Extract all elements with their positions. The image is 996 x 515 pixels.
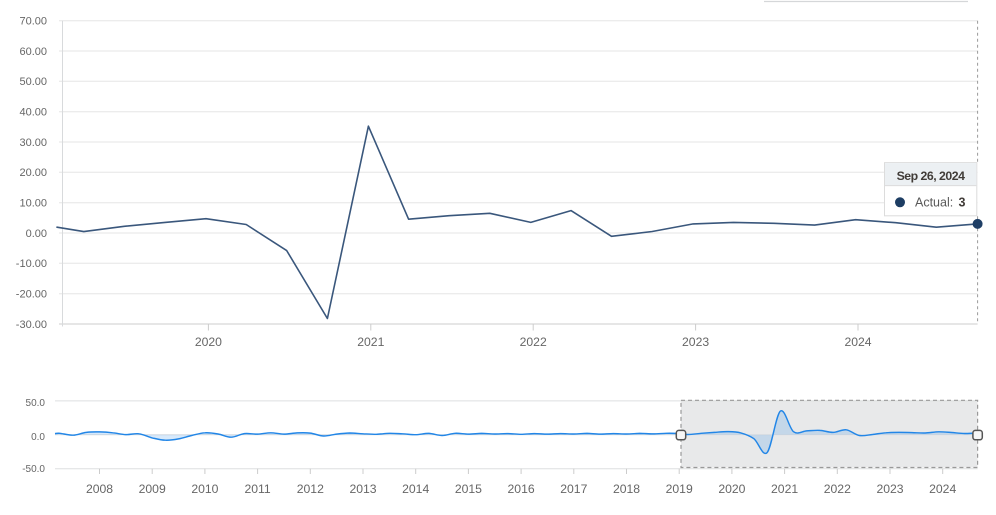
svg-text:70.00: 70.00 <box>19 16 47 28</box>
svg-text:2022: 2022 <box>520 335 547 349</box>
svg-text:2024: 2024 <box>929 482 956 496</box>
svg-text:50.00: 50.00 <box>19 76 47 88</box>
svg-text:Actual:: Actual: <box>915 196 953 210</box>
svg-text:2008: 2008 <box>86 482 113 496</box>
svg-text:3: 3 <box>959 196 966 210</box>
svg-text:2013: 2013 <box>349 482 376 496</box>
svg-text:2016: 2016 <box>508 482 535 496</box>
svg-text:2017: 2017 <box>560 482 587 496</box>
svg-text:50.0: 50.0 <box>26 398 46 409</box>
svg-text:2020: 2020 <box>195 335 222 349</box>
svg-text:2011: 2011 <box>244 482 270 496</box>
svg-text:-50.0: -50.0 <box>22 464 45 475</box>
svg-text:2009: 2009 <box>139 482 166 496</box>
svg-text:2015: 2015 <box>455 482 482 496</box>
svg-text:-30.00: -30.00 <box>16 319 47 331</box>
svg-text:2010: 2010 <box>191 482 218 496</box>
svg-text:0.0: 0.0 <box>31 432 45 443</box>
svg-text:40.00: 40.00 <box>19 107 47 119</box>
svg-text:2023: 2023 <box>876 482 903 496</box>
svg-text:2014: 2014 <box>402 482 429 496</box>
svg-text:30.00: 30.00 <box>19 137 47 149</box>
svg-text:60.00: 60.00 <box>19 46 47 58</box>
svg-text:20.00: 20.00 <box>19 167 47 179</box>
svg-text:0.00: 0.00 <box>26 228 47 240</box>
svg-text:2018: 2018 <box>613 482 640 496</box>
svg-text:-20.00: -20.00 <box>16 289 47 301</box>
svg-text:2019: 2019 <box>666 482 693 496</box>
svg-text:2024: 2024 <box>844 335 871 349</box>
svg-text:2012: 2012 <box>297 482 324 496</box>
svg-text:2021: 2021 <box>357 335 384 349</box>
svg-text:10.00: 10.00 <box>19 198 47 210</box>
svg-text:2022: 2022 <box>824 482 851 496</box>
svg-text:Sep 26, 2024: Sep 26, 2024 <box>897 169 965 183</box>
svg-text:2021: 2021 <box>771 482 798 496</box>
svg-text:2023: 2023 <box>682 335 709 349</box>
svg-text:2020: 2020 <box>718 482 745 496</box>
svg-text:-10.00: -10.00 <box>16 258 47 270</box>
